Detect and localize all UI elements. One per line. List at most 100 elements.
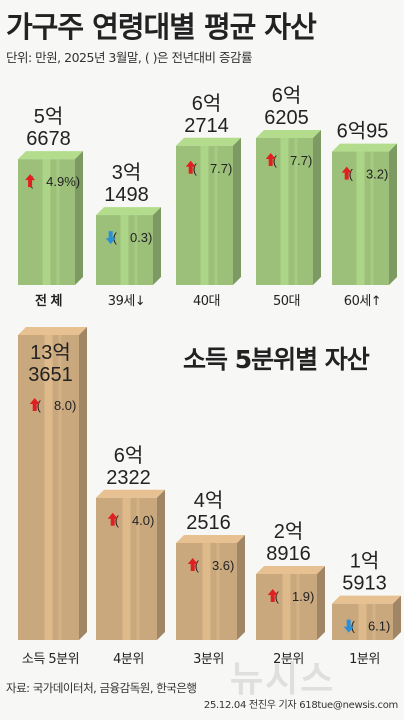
income-value-label-4-1: 5913 [342,573,387,595]
income-bar-4-side [393,595,401,640]
income-bar-1-stripe-thin [136,497,140,640]
age-change-label-3: ( 7.7) [273,153,313,168]
age-value-label-0-1: 6678 [26,128,71,150]
age-bar-1-top [96,207,161,216]
age-category-label-2: 40대 [193,294,220,309]
age-change-arrow-0 [25,174,36,188]
age-bar-4-side [389,143,397,285]
income-value-label-4-0: 1억 [350,550,380,573]
credit-line: 25.12.04 전진우 기자 618tue@newsis.com [203,700,398,711]
income-bar-1-side [157,489,165,640]
age-change-arrow-1 [105,231,116,245]
income-value-label-1-1: 2322 [106,467,151,489]
age-bar-3-stripe-thin [294,138,298,285]
age-value-label-3-1: 6205 [264,107,309,129]
age-value-label-2-0: 6억 [192,92,222,115]
income-bar-2-top [176,534,245,543]
income-bar-3-top [256,566,325,575]
income-change-label-0: ( 8.0) [37,398,77,413]
age-change-arrow-3 [265,153,276,166]
age-value-label-1-1: 1498 [104,184,149,206]
income-bar-2-stripe-thin [216,542,220,640]
chart-title: 가구주 연령대별 평균 자산 [6,10,317,44]
chart-subtitle: 단위: 만원, 2025년 3월말, ( )은 전년대비 증감률 [6,50,253,65]
income-value-label-1-0: 6억 [114,444,144,467]
age-bar-4-stripe [356,151,365,285]
age-category-label-1: 39세↓ [108,294,145,309]
age-bar-4-stripe-thin [370,151,374,285]
watermark: 뉴시스 [230,659,336,700]
age-value-label-0-0: 5억 [34,105,64,128]
income-category-label-1: 4분위 [113,652,144,667]
age-change-label-2: ( 7.7) [193,161,233,176]
age-bar-2-side [233,137,241,285]
income-change-label-1: ( 4.0) [115,513,155,528]
income-bar-2-stripe [202,542,211,640]
income-value-label-3-1: 8916 [266,543,311,565]
income-value-label-2-1: 2516 [186,512,231,534]
income-change-label-3: ( 1.9) [275,589,315,604]
age-category-label-3: 50대 [273,294,300,309]
income-bar-1-top [96,489,165,498]
income-value-label-0-0: 13억 [30,341,71,364]
age-value-label-2-1: 2714 [184,115,229,137]
age-bar-1-stripe [120,215,129,285]
age-bar-0-side [75,151,83,285]
income-change-arrow-2 [187,557,198,571]
age-value-label-1-0: 3억 [112,161,142,184]
income-bar-2-side [237,534,245,640]
age-bar-1-side [153,207,161,285]
income-bar-0-stripe [44,335,53,640]
income-value-label-2-0: 4억 [194,489,224,512]
income-change-arrow-1 [107,512,118,526]
income-change-arrow-3 [267,589,278,603]
income-bar-4-top [332,595,401,604]
age-bar-0-stripe-thin [56,159,60,285]
age-bar-2-stripe [200,145,209,285]
income-bar-3-side [317,566,325,640]
income-bar-0-stripe-thin [58,335,62,640]
age-change-label-4: ( 3.2) [349,167,389,182]
income-bar-1-stripe [122,497,131,640]
age-bar-2-top [176,137,241,146]
income-change-label-4: ( 6.1) [351,619,391,634]
income-bar-4-stripe [358,603,367,640]
age-bar-0-stripe [42,159,51,285]
age-bar-0-top [18,151,83,160]
income-bar-0-side [79,327,87,640]
income-category-label-0: 소득 5분위 [22,652,79,667]
income-bar-3-stripe [282,574,291,640]
age-category-label-4: 60세↑ [344,294,381,309]
income-bar-0-top [18,327,87,335]
age-change-arrow-4 [341,166,352,180]
age-bar-3-stripe [280,138,289,285]
age-category-label-0: 전 체 [35,293,62,309]
age-bar-3-side [313,130,321,285]
income-chart-title: 소득 5분위별 자산 [183,345,370,374]
age-change-label-0: ( 4.9%) [29,174,80,189]
source-note: 자료: 국가데이터처, 금융감독원, 한국은행 [6,681,197,695]
age-bar-1-stripe-thin [134,215,138,285]
age-bar-2-stripe-thin [214,145,218,285]
income-value-label-0-1: 3651 [28,364,73,386]
income-change-arrow-0 [29,398,40,411]
age-value-label-4-0: 6억95 [337,120,389,143]
age-bar-4-top [332,143,397,152]
age-bar-3-top [256,130,321,138]
age-value-label-3-0: 6억 [272,84,302,107]
age-bar-4: 6억95 ( 3.2) 60세↑ [332,120,397,309]
income-value-label-3-0: 2억 [274,520,304,543]
income-bar-4-stripe-thin [372,603,376,640]
income-change-arrow-4 [343,619,354,633]
income-category-label-3: 2분위 [273,652,304,667]
